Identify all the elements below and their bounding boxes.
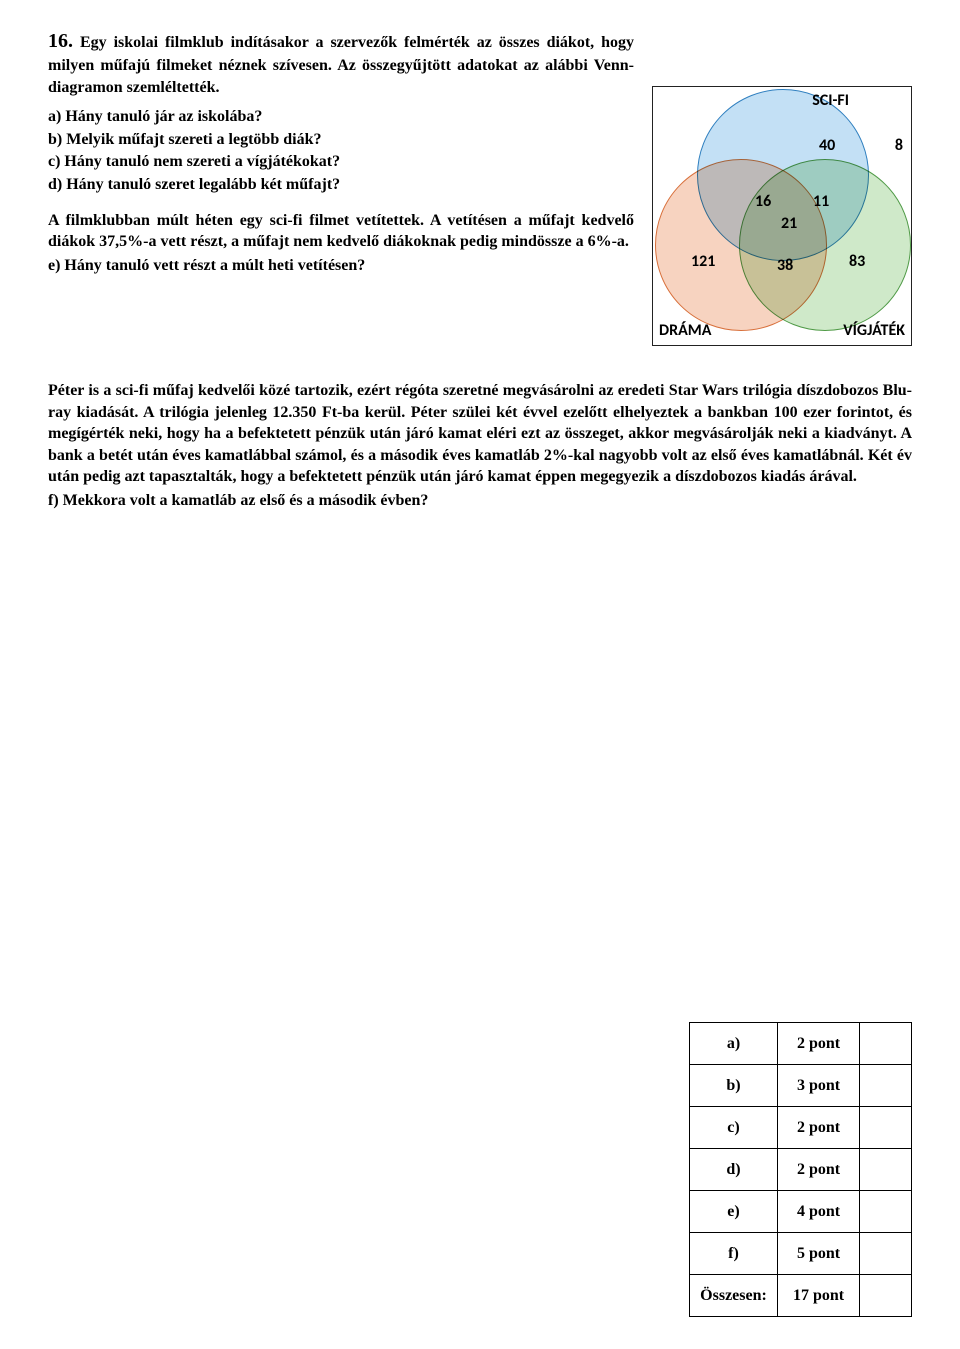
score-label: e) <box>690 1191 778 1233</box>
venn-val-drama-only: 121 <box>691 251 715 273</box>
score-row: f)5 pont <box>690 1233 912 1275</box>
score-points: 2 pont <box>778 1023 860 1065</box>
score-label: a) <box>690 1023 778 1065</box>
venn-val-scifi-only: 40 <box>819 135 835 157</box>
venn-val-sd: 16 <box>755 191 771 213</box>
score-points: 4 pont <box>778 1191 860 1233</box>
venn-val-dv: 38 <box>777 255 793 277</box>
score-label: f) <box>690 1233 778 1275</box>
intro-paragraph: 16. Egy iskolai filmklub indításakor a s… <box>48 28 634 98</box>
scoring-table: a)2 pontb)3 pontc)2 pontd)2 ponte)4 pont… <box>689 1022 912 1317</box>
mid-paragraph: A filmklubban múlt héten egy sci-fi film… <box>48 210 634 253</box>
score-points: 2 pont <box>778 1149 860 1191</box>
score-label: c) <box>690 1107 778 1149</box>
score-blank <box>860 1233 912 1275</box>
venn-val-sv: 11 <box>813 191 829 213</box>
question-f: f) Mekkora volt a kamatláb az első és a … <box>48 490 912 512</box>
score-blank <box>860 1065 912 1107</box>
venn-label-vigjatek: VÍGJÁTÉK <box>843 320 905 342</box>
venn-label-scifi: SCI-FI <box>812 90 849 112</box>
question-c: c) Hány tanuló nem szereti a vígjátékoka… <box>48 151 634 173</box>
venn-circle-vigjatek <box>739 159 911 331</box>
venn-val-outside: 8 <box>895 135 903 157</box>
score-total-row: Összesen:17 pont <box>690 1275 912 1317</box>
top-row: 16. Egy iskolai filmklub indításakor a s… <box>48 28 912 346</box>
score-points: 5 pont <box>778 1233 860 1275</box>
score-label: b) <box>690 1065 778 1107</box>
score-blank <box>860 1107 912 1149</box>
question-list-abcd: a) Hány tanuló jár az iskolába? b) Melyi… <box>48 106 634 195</box>
question-a: a) Hány tanuló jár az iskolába? <box>48 106 634 128</box>
venn-diagram: SCI-FI DRÁMA VÍGJÁTÉK 40 8 16 11 21 121 … <box>652 86 912 346</box>
body-paragraph: Péter is a sci-fi műfaj kedvelői közé ta… <box>48 380 912 488</box>
score-total-blank <box>860 1275 912 1317</box>
intro-text: Egy iskolai filmklub indításakor a szerv… <box>48 34 634 96</box>
score-total-points: 17 pont <box>778 1275 860 1317</box>
score-row: c)2 pont <box>690 1107 912 1149</box>
venn-val-all: 21 <box>781 213 797 235</box>
question-d: d) Hány tanuló szeret legalább két műfaj… <box>48 174 634 196</box>
score-blank <box>860 1149 912 1191</box>
score-points: 3 pont <box>778 1065 860 1107</box>
question-e: e) Hány tanuló vett részt a múlt heti ve… <box>48 255 634 277</box>
venn-val-vig-only: 83 <box>849 251 865 273</box>
score-label: d) <box>690 1149 778 1191</box>
score-row: e)4 pont <box>690 1191 912 1233</box>
score-points: 2 pont <box>778 1107 860 1149</box>
venn-label-drama: DRÁMA <box>659 320 711 342</box>
intro-column: 16. Egy iskolai filmklub indításakor a s… <box>48 28 634 276</box>
score-blank <box>860 1023 912 1065</box>
problem-number: 16. <box>48 30 73 52</box>
score-row: b)3 pont <box>690 1065 912 1107</box>
score-row: a)2 pont <box>690 1023 912 1065</box>
score-row: d)2 pont <box>690 1149 912 1191</box>
score-total-label: Összesen: <box>690 1275 778 1317</box>
question-b: b) Melyik műfajt szereti a legtöbb diák? <box>48 129 634 151</box>
score-blank <box>860 1191 912 1233</box>
